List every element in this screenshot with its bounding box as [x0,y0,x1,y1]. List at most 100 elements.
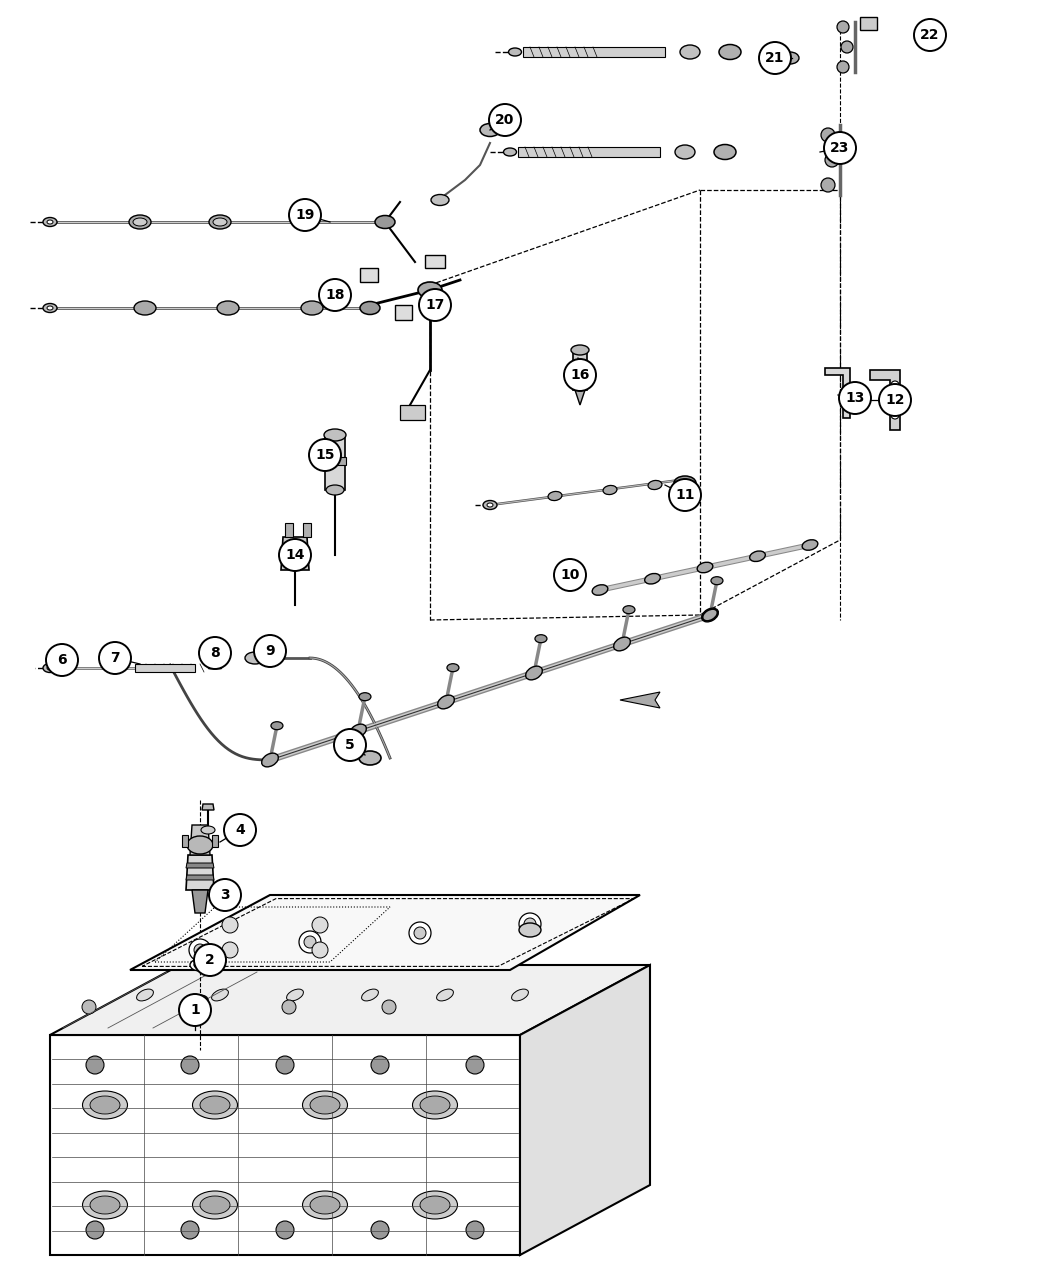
Ellipse shape [190,959,210,972]
Ellipse shape [192,1091,237,1119]
Ellipse shape [420,1196,450,1214]
Ellipse shape [714,144,736,159]
Ellipse shape [47,221,53,224]
Polygon shape [203,652,227,668]
Ellipse shape [200,1096,230,1114]
Circle shape [181,1221,200,1239]
Polygon shape [186,856,214,890]
Ellipse shape [359,692,371,701]
Ellipse shape [375,215,395,228]
Ellipse shape [217,301,239,315]
Ellipse shape [47,306,53,310]
Text: 2: 2 [205,952,215,966]
Ellipse shape [592,585,608,595]
Circle shape [181,1056,200,1074]
Text: 11: 11 [675,488,695,502]
Ellipse shape [674,476,696,490]
Text: 19: 19 [295,208,315,222]
Circle shape [276,1056,294,1074]
Polygon shape [360,268,378,282]
Ellipse shape [418,282,442,298]
Circle shape [299,931,321,952]
Polygon shape [303,523,311,537]
Text: 16: 16 [570,368,590,382]
Circle shape [759,42,791,74]
Circle shape [839,382,872,414]
Ellipse shape [361,989,378,1001]
Ellipse shape [90,1096,120,1114]
Circle shape [466,1221,484,1239]
Ellipse shape [261,754,278,766]
Polygon shape [520,965,650,1255]
Ellipse shape [613,638,630,650]
Ellipse shape [298,218,312,226]
Circle shape [825,153,839,167]
Ellipse shape [511,989,528,1001]
Ellipse shape [430,195,449,205]
Ellipse shape [271,722,282,729]
Text: 4: 4 [235,822,245,836]
Ellipse shape [413,1091,458,1119]
Circle shape [319,279,351,311]
Polygon shape [285,523,293,537]
Ellipse shape [326,484,344,495]
Ellipse shape [675,145,695,159]
Circle shape [182,1000,196,1014]
Ellipse shape [697,562,713,572]
Ellipse shape [680,45,700,59]
Circle shape [879,384,911,416]
Circle shape [312,942,328,958]
Circle shape [309,439,341,470]
Ellipse shape [420,1096,450,1114]
Ellipse shape [302,1091,348,1119]
Ellipse shape [310,1196,340,1214]
Ellipse shape [192,994,208,1005]
Ellipse shape [711,576,723,585]
Ellipse shape [43,663,57,672]
Text: 12: 12 [885,393,905,407]
Circle shape [178,994,211,1026]
Polygon shape [190,825,210,856]
Ellipse shape [701,608,718,622]
Polygon shape [50,1035,520,1255]
Text: 3: 3 [220,887,230,901]
Ellipse shape [483,501,497,510]
Text: 10: 10 [561,567,580,581]
Circle shape [312,917,328,933]
Polygon shape [825,368,851,418]
Ellipse shape [213,218,227,226]
Ellipse shape [129,215,151,230]
Circle shape [891,411,899,419]
Text: 18: 18 [326,288,344,302]
Ellipse shape [623,606,635,613]
Polygon shape [282,547,308,552]
Circle shape [304,936,316,949]
Polygon shape [326,435,345,490]
Ellipse shape [413,1191,458,1219]
Circle shape [82,1000,96,1014]
Polygon shape [281,537,309,570]
Ellipse shape [211,989,229,1001]
Ellipse shape [360,301,380,315]
Polygon shape [202,805,214,810]
Text: 15: 15 [315,448,335,462]
Text: 5: 5 [345,738,355,752]
Circle shape [414,927,426,938]
Polygon shape [50,965,650,1035]
Polygon shape [575,390,585,405]
Polygon shape [518,147,660,157]
Ellipse shape [526,666,543,680]
Circle shape [824,133,856,164]
Ellipse shape [645,574,660,584]
Polygon shape [186,875,214,880]
Text: 23: 23 [831,142,849,156]
Ellipse shape [134,301,156,315]
Ellipse shape [310,1096,340,1114]
Text: 8: 8 [210,646,219,660]
Circle shape [821,179,835,193]
Ellipse shape [201,826,215,834]
Ellipse shape [324,428,346,441]
Circle shape [564,360,596,391]
Circle shape [189,938,211,961]
Ellipse shape [534,635,547,643]
